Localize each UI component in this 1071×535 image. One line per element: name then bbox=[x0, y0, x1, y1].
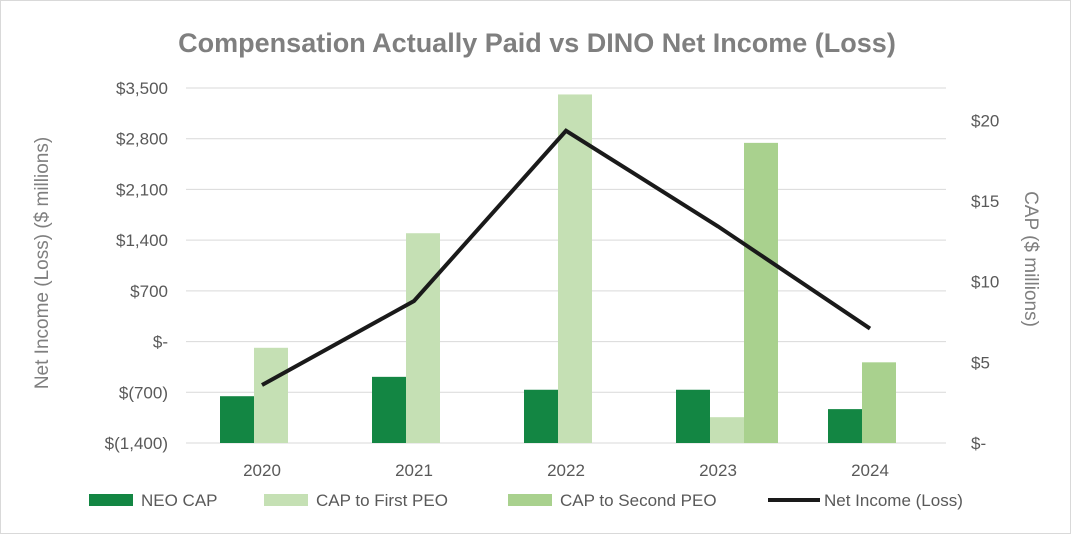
x-tick-label: 2022 bbox=[547, 461, 585, 480]
right-axis-ticks: $- $5 $10 $15 $20 bbox=[971, 111, 999, 453]
neo-cap-bar bbox=[220, 396, 254, 443]
left-tick-label: $- bbox=[153, 333, 168, 352]
left-tick-label: $3,500 bbox=[116, 79, 168, 98]
left-tick-label: $(1,400) bbox=[105, 434, 168, 453]
cap-to-first-peo-legend-label: CAP to First PEO bbox=[316, 491, 448, 510]
legend: NEO CAP CAP to First PEO CAP to Second PEO… bbox=[89, 491, 963, 510]
cap-to-first-peo-bar bbox=[406, 233, 440, 443]
left-axis-title: Net Income (Loss) ($ millions) bbox=[32, 137, 53, 389]
x-tick-label: 2021 bbox=[395, 461, 433, 480]
right-tick-label: $20 bbox=[971, 111, 999, 130]
x-tick-label: 2020 bbox=[243, 461, 281, 480]
left-tick-label: $1,400 bbox=[116, 231, 168, 250]
neo-cap-bar bbox=[676, 390, 710, 443]
right-tick-label: $15 bbox=[971, 192, 999, 211]
cap-to-second-peo-legend-swatch bbox=[508, 494, 552, 506]
neo-cap-bar bbox=[372, 377, 406, 443]
right-tick-label: $5 bbox=[971, 353, 990, 372]
neo-cap-legend-label: NEO CAP bbox=[141, 491, 218, 510]
x-tick-label: 2024 bbox=[851, 461, 889, 480]
chart-title: Compensation Actually Paid vs DINO Net I… bbox=[178, 28, 896, 58]
cap-to-first-peo-bar bbox=[558, 94, 592, 443]
right-tick-label: $- bbox=[971, 434, 986, 453]
x-tick-label: 2023 bbox=[699, 461, 737, 480]
neo-cap-bar bbox=[524, 390, 558, 443]
cap-to-second-peo-bar bbox=[862, 362, 896, 443]
neo-cap-bar bbox=[828, 409, 862, 443]
left-tick-label: $(700) bbox=[119, 383, 168, 402]
net-income-loss-legend-label: Net Income (Loss) bbox=[824, 491, 963, 510]
left-axis-ticks: $(1,400) $(700) $- $700 $1,400 $2,100 $2,800 $3… bbox=[105, 79, 168, 453]
left-tick-label: $2,100 bbox=[116, 180, 168, 199]
cap-to-first-peo-bar bbox=[254, 348, 288, 443]
bars-group bbox=[220, 94, 896, 443]
left-tick-label: $700 bbox=[130, 282, 168, 301]
cap-to-second-peo-bar bbox=[744, 143, 778, 443]
cap-to-first-peo-legend-swatch bbox=[264, 494, 308, 506]
cap-to-second-peo-legend-label: CAP to Second PEO bbox=[560, 491, 717, 510]
cap-to-first-peo-bar bbox=[710, 417, 744, 443]
x-axis-ticks: 2020 2021 2022 2023 2024 bbox=[243, 461, 889, 480]
right-axis-title: CAP ($ millions) bbox=[1020, 191, 1041, 327]
right-tick-label: $10 bbox=[971, 273, 999, 292]
left-tick-label: $2,800 bbox=[116, 130, 168, 149]
neo-cap-legend-swatch bbox=[89, 494, 133, 506]
